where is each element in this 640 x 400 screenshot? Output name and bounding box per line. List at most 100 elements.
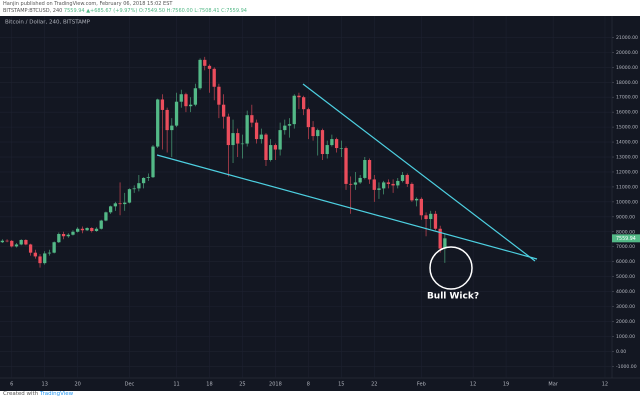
x-tick-label: 12	[602, 382, 608, 388]
y-tick-label: 15000.00	[616, 125, 638, 131]
y-tick-label: 8000.00	[616, 229, 635, 235]
y-tick-label: 11000.00	[616, 184, 638, 190]
created-with: Created with	[3, 391, 39, 397]
y-tick-label: 19000.00	[616, 65, 638, 71]
candle-body	[118, 203, 122, 205]
x-tick-label: 25	[239, 382, 245, 388]
candle-body	[43, 253, 47, 264]
candle-body	[71, 231, 75, 235]
candle-body	[203, 59, 207, 66]
candle-body	[156, 99, 160, 147]
candle-body	[429, 213, 433, 220]
highlight-circle	[429, 246, 473, 290]
candle-body	[320, 130, 325, 155]
y-tick-label: 4000.00	[616, 289, 635, 295]
candle-body	[410, 183, 414, 201]
candle-body	[38, 256, 42, 264]
y-tick-label: 1000.00	[616, 334, 635, 340]
candle-body	[221, 104, 226, 117]
candle-body	[193, 88, 198, 105]
candle-body	[174, 101, 179, 126]
candle-body	[198, 59, 202, 89]
chart-background	[0, 16, 640, 391]
candle-body	[344, 148, 348, 184]
candle-body	[269, 145, 273, 161]
x-tick-label: 11	[173, 382, 179, 388]
candle-body	[28, 244, 33, 253]
y-tick-label: 5000.00	[616, 274, 635, 280]
annotation: Bull Wick?	[427, 292, 479, 302]
axes: 21000.00 20000.00 19000.00 18000.00 17000.00…	[10, 35, 640, 388]
candle-body	[349, 183, 353, 185]
candle-body	[386, 182, 391, 184]
candle-body	[259, 134, 263, 140]
candle-body	[414, 198, 419, 201]
candle-body	[47, 252, 52, 254]
x-tick-label: Feb	[417, 382, 426, 388]
candle-body	[165, 109, 169, 131]
y-tick-label: 10000.00	[616, 199, 638, 205]
grid	[0, 16, 612, 378]
candle-body	[207, 65, 212, 69]
candle-body	[184, 94, 188, 107]
candle-body	[264, 134, 268, 161]
candle-body	[391, 183, 395, 186]
candle-body	[273, 145, 278, 150]
candle-body	[160, 99, 165, 110]
candle-body	[377, 188, 381, 190]
candle-body	[316, 130, 320, 137]
x-tick-label: 18	[206, 382, 212, 388]
candle-body	[372, 179, 376, 190]
x-tick-label: 13	[42, 382, 48, 388]
candle-body	[179, 94, 183, 102]
trend-line	[302, 83, 536, 262]
candle-body	[443, 238, 447, 249]
y-tick-label: 6000.00	[616, 259, 635, 265]
candle-body	[245, 115, 249, 144]
y-tick-label: 9000.00	[616, 214, 635, 220]
y-tick-label: 12000.00	[616, 169, 638, 175]
trend-line	[156, 154, 538, 260]
candle-body	[127, 189, 132, 203]
candle-body	[240, 143, 245, 145]
candle-body	[14, 244, 19, 247]
candle-body	[170, 125, 174, 131]
candles	[0, 56, 447, 268]
x-tick-label: 19	[503, 382, 509, 388]
candle-body	[339, 148, 343, 149]
candle-body	[306, 109, 311, 128]
x-tick-label: Dec	[125, 382, 135, 388]
y-tick-label: 0.00	[616, 349, 626, 355]
candle-body	[278, 130, 282, 150]
candle-body	[405, 174, 409, 184]
candle-body	[367, 160, 372, 180]
candle-body	[254, 122, 259, 140]
candle-body	[10, 240, 14, 247]
candle-body	[419, 198, 423, 216]
candle-body	[99, 220, 103, 229]
y-tick-label: 21000.00	[616, 35, 638, 41]
candle-body	[0, 240, 5, 243]
candle-body	[108, 206, 113, 213]
candle-body	[301, 97, 306, 110]
candle-body	[33, 252, 37, 257]
candle-body	[236, 133, 240, 144]
chart: Bull Wick? Bitcoin / Dollar, 240, BITSTA…	[0, 16, 640, 391]
candle-body	[212, 68, 216, 87]
x-tick-label: 6	[10, 382, 13, 388]
candle-body	[90, 228, 94, 232]
y-tick-label: 3000.00	[616, 304, 635, 310]
x-tick-label: 12	[470, 382, 476, 388]
candle-body	[283, 125, 287, 131]
candle-body	[141, 177, 146, 184]
candle-body	[151, 146, 155, 178]
x-tick-label: 20	[74, 382, 80, 388]
x-tick-label: 2018	[269, 382, 282, 388]
candle-body	[396, 180, 400, 186]
candle-body	[250, 115, 254, 123]
brand: TradingView	[39, 391, 74, 397]
chart-title: Bitcoin / Dollar, 240, BITSTAMP	[5, 20, 91, 26]
candle-body	[438, 228, 442, 249]
candle-body	[325, 145, 329, 155]
